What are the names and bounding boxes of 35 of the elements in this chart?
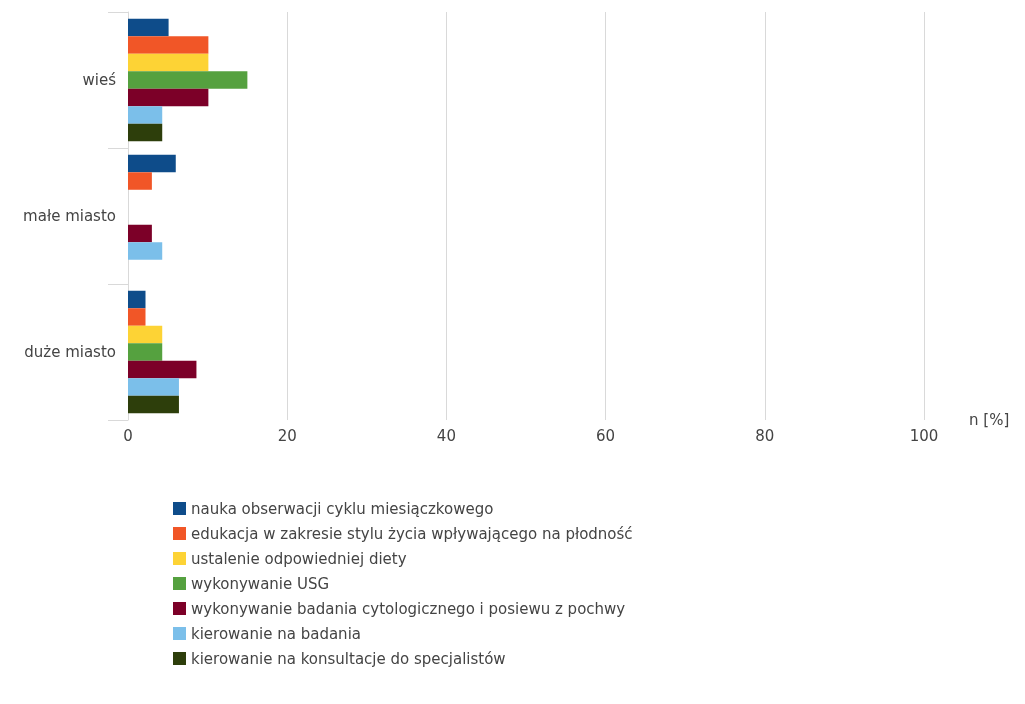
x-axis-title: n [%]: [969, 411, 1010, 429]
bar: [128, 308, 146, 326]
bar: [128, 36, 209, 54]
bar: [128, 18, 169, 37]
x-tick-label: 100: [909, 426, 939, 445]
legend-label: kierowanie na badania: [191, 624, 361, 643]
bar: [128, 172, 152, 190]
legend-label: kierowanie na konsultacje do specjalistów: [191, 649, 506, 668]
bar: [128, 154, 176, 173]
bar: [128, 242, 163, 260]
bar: [128, 53, 209, 72]
x-tick-label: 40: [436, 426, 456, 445]
y-tick-label: duże miasto: [24, 343, 116, 361]
x-tick-label: 80: [755, 426, 775, 445]
bar: [128, 343, 163, 361]
bar: [128, 360, 197, 379]
bar: [128, 224, 152, 243]
x-tick-label: 60: [596, 426, 616, 445]
bar: [128, 325, 163, 344]
x-tick-label: 0: [123, 426, 133, 445]
legend-label: wykonywanie USG: [191, 574, 330, 593]
legend-label: edukacja w zakresie stylu życia wpływającego na płodność: [191, 524, 633, 543]
y-tick-label: małe miasto: [23, 207, 116, 225]
bar: [128, 290, 146, 309]
legend-label: wykonywanie badania cytologicznego i posiewu z pochwy: [191, 599, 626, 618]
bar: [128, 88, 209, 107]
legend-label: ustalenie odpowiedniej diety: [191, 549, 407, 568]
x-tick-label: 20: [277, 426, 297, 445]
bar: [128, 395, 179, 414]
bar: [128, 378, 179, 396]
legend-label: nauka obserwacji cyklu miesiączkowego: [191, 499, 494, 518]
bar: [128, 123, 163, 142]
bar: [128, 71, 248, 89]
bar: [128, 106, 163, 124]
y-tick-label: wieś: [82, 71, 117, 89]
